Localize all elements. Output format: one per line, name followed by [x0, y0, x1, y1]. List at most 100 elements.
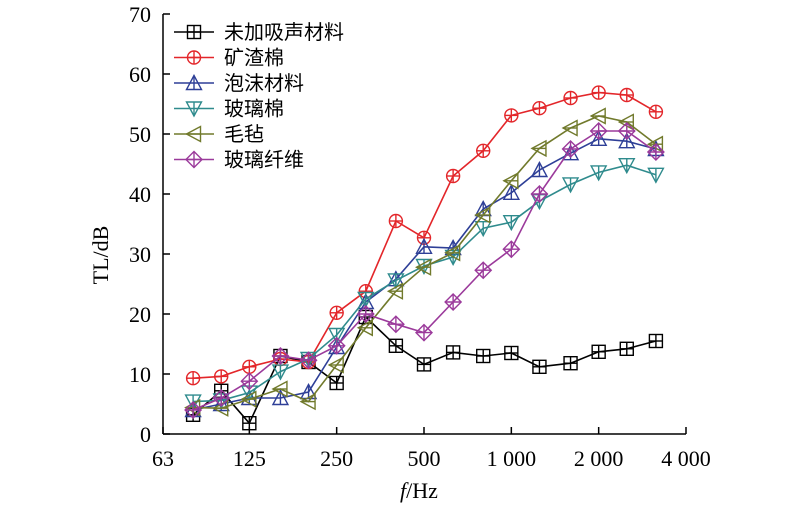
- data-point: [589, 165, 608, 182]
- data-point: [386, 282, 404, 300]
- data-point: [619, 341, 634, 356]
- x-tick-label: 4 000: [661, 446, 711, 471]
- y-tick-label: 60: [129, 62, 151, 87]
- data-point: [271, 347, 290, 365]
- data-point: [589, 122, 608, 140]
- x-tick-label: 1 000: [487, 446, 537, 471]
- x-tick-label: 125: [233, 446, 266, 471]
- data-point: [327, 336, 346, 355]
- x-axis-title-unit: /Hz: [406, 478, 438, 503]
- series-3: [184, 129, 665, 418]
- data-point: [212, 389, 231, 407]
- legend-item: 未加吸声材料: [174, 20, 344, 44]
- y-tick-label: 70: [129, 2, 151, 27]
- data-point: [474, 220, 492, 238]
- data-point: [591, 85, 606, 100]
- legend-label: 矿渣棉: [224, 46, 284, 70]
- data-point: [329, 375, 344, 391]
- data-point: [214, 369, 229, 384]
- y-axis-title: TL/dB: [88, 226, 113, 285]
- data-point: [185, 371, 201, 386]
- legend-item: 毛毡: [174, 122, 264, 146]
- data-point: [356, 305, 375, 323]
- legend-label: 未加吸声材料: [224, 20, 344, 44]
- y-ticks: 0 10 20 30 40 50 60 70: [129, 2, 170, 447]
- legend-label: 毛毡: [224, 122, 264, 146]
- data-point: [617, 122, 636, 140]
- data-point: [299, 383, 318, 400]
- data-point: [532, 100, 547, 116]
- y-tick-label: 20: [129, 302, 151, 327]
- legend-item: 泡沫材料: [174, 71, 304, 95]
- legend-label: 玻璃纤维: [224, 148, 304, 172]
- data-point: [357, 291, 375, 308]
- data-point: [185, 101, 203, 118]
- data-point: [502, 240, 521, 259]
- data-point: [240, 390, 257, 408]
- data-point: [242, 416, 257, 431]
- data-point: [327, 356, 344, 374]
- data-point: [589, 107, 606, 125]
- data-point: [444, 293, 463, 311]
- x-ticks: 63 125 250 500 1 000 2 000 4 000: [152, 427, 711, 471]
- data-point: [356, 319, 373, 337]
- data-point: [271, 380, 288, 398]
- y-tick-label: 50: [129, 122, 151, 147]
- legend-item: 玻璃棉: [174, 97, 284, 121]
- data-point: [532, 359, 547, 374]
- x-tick-label: 250: [320, 446, 353, 471]
- data-point: [618, 157, 636, 175]
- data-point: [476, 143, 491, 159]
- data-point: [388, 213, 404, 229]
- data-point: [386, 315, 405, 334]
- data-point: [185, 125, 202, 143]
- data-point: [415, 258, 432, 276]
- data-point: [591, 344, 606, 359]
- data-point: [388, 338, 404, 353]
- data-point: [647, 167, 665, 184]
- y-tick-label: 40: [129, 182, 151, 207]
- legend-label: 玻璃棉: [224, 97, 284, 121]
- data-point: [271, 364, 290, 381]
- x-axis-title: f/Hz: [400, 478, 438, 503]
- data-point: [444, 244, 461, 262]
- data-point: [646, 143, 665, 161]
- data-point: [504, 345, 519, 361]
- data-point: [186, 24, 202, 40]
- data-point: [415, 323, 433, 342]
- data-point: [329, 305, 344, 320]
- data-point: [530, 185, 549, 203]
- data-point: [530, 139, 547, 158]
- data-point: [299, 351, 318, 370]
- data-point: [299, 392, 316, 411]
- data-point: [240, 372, 259, 391]
- data-point: [502, 214, 521, 232]
- legend-item: 玻璃纤维: [174, 148, 304, 172]
- data-point: [561, 140, 580, 158]
- data-point: [504, 108, 519, 123]
- data-point: [184, 401, 203, 419]
- data-point: [387, 273, 405, 290]
- data-point: [561, 119, 578, 137]
- data-point: [242, 359, 257, 374]
- data-point: [185, 150, 203, 169]
- data-point: [502, 183, 521, 201]
- data-point: [648, 104, 664, 120]
- series-layer: [184, 85, 665, 431]
- data-point: [445, 345, 461, 360]
- data-point: [563, 356, 578, 371]
- y-tick-label: 10: [129, 362, 151, 387]
- y-tick-label: 0: [140, 422, 151, 447]
- x-tick-label: 63: [152, 446, 174, 471]
- data-point: [185, 74, 203, 91]
- data-point: [474, 206, 491, 224]
- x-tick-label: 500: [407, 446, 440, 471]
- data-point: [416, 357, 432, 372]
- x-tick-label: 2 000: [574, 446, 624, 471]
- series-6: [184, 122, 665, 419]
- data-point: [561, 177, 580, 194]
- data-point: [415, 237, 433, 255]
